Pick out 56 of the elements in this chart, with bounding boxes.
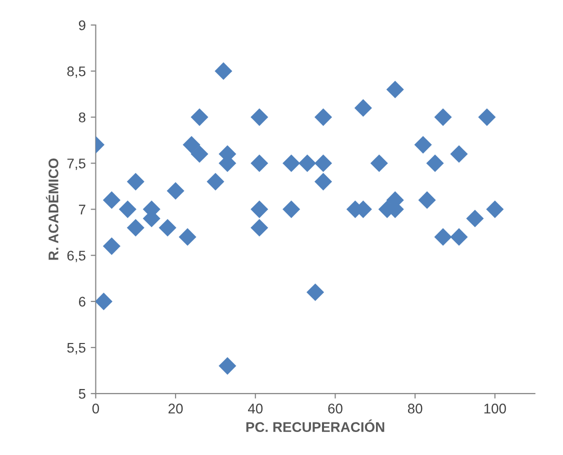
x-tick-label: 0 [92,404,100,414]
point [102,191,120,209]
y-tick-label: 7,5 [67,158,86,170]
point [434,228,452,246]
y-tick-label: 6,5 [67,250,86,262]
point [282,200,300,218]
x-tick-label: 20 [168,404,183,414]
y-tick-label: 5 [78,389,86,399]
point [314,154,332,172]
x-tick-label: 80 [408,404,422,414]
point [418,191,436,209]
point [118,200,136,218]
point [158,218,176,237]
point [370,154,388,172]
point [314,172,332,190]
y-tick-label: 8 [78,112,86,122]
point [126,172,144,190]
point [434,108,452,126]
point [250,108,268,126]
point [486,200,504,218]
y-tick-label: 9 [78,20,86,30]
y-tick-label: 5,5 [67,342,86,354]
y-tick-label: 8,5 [67,66,86,78]
point [298,154,316,172]
point [166,182,184,200]
point [250,200,268,218]
x-tick-label: 40 [248,404,263,414]
point [96,292,112,310]
point [206,172,224,190]
point [386,80,404,98]
y-axis-title: R. ACADÉMICO [46,158,58,260]
point [178,228,196,246]
point [250,154,268,172]
x-tick-label: 60 [328,404,342,414]
point [354,99,372,117]
point [250,218,268,237]
point [282,154,300,172]
point [126,218,144,237]
x-tick-label: 100 [484,404,506,414]
point [306,283,324,302]
point [182,136,200,154]
point [190,145,208,163]
point [190,108,208,126]
x-axis-title: PC. RECUPERACIÓN [246,420,384,432]
point [450,145,468,163]
point [218,357,236,375]
y-tick-label: 7 [78,204,86,214]
point [414,136,432,154]
point [450,228,468,246]
point [314,108,332,126]
point [214,62,232,80]
point [426,154,444,172]
point [478,108,496,126]
point [102,237,120,255]
point [466,210,484,228]
y-tick-label: 6 [78,296,86,307]
